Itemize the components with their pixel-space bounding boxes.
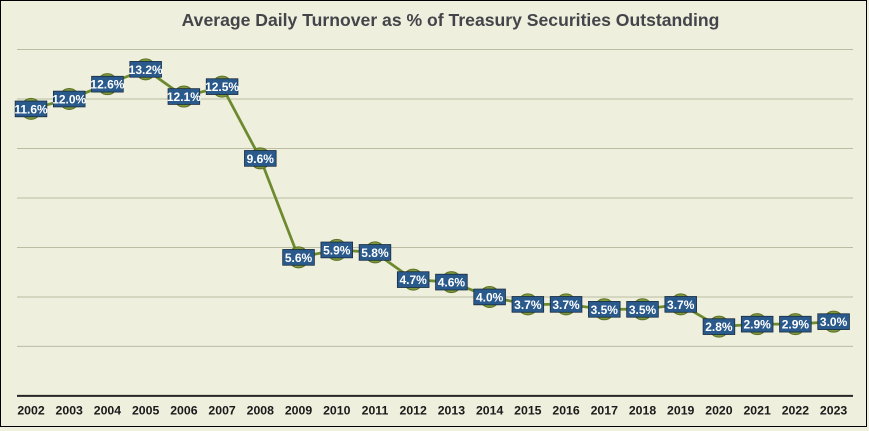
svg-text:2016: 2016 bbox=[552, 403, 580, 417]
svg-text:2011: 2011 bbox=[362, 403, 389, 417]
svg-text:2010: 2010 bbox=[323, 403, 351, 417]
svg-text:2.8%: 2.8% bbox=[705, 320, 733, 334]
svg-text:2017: 2017 bbox=[591, 403, 619, 417]
svg-text:2013: 2013 bbox=[438, 403, 466, 417]
svg-text:2.9%: 2.9% bbox=[743, 318, 771, 332]
svg-text:12.0%: 12.0% bbox=[52, 93, 86, 107]
svg-text:2003: 2003 bbox=[56, 403, 84, 417]
svg-text:3.5%: 3.5% bbox=[629, 303, 657, 317]
svg-text:12.5%: 12.5% bbox=[205, 80, 239, 94]
svg-text:2021: 2021 bbox=[743, 403, 771, 417]
svg-text:2015: 2015 bbox=[514, 403, 542, 417]
svg-text:2007: 2007 bbox=[208, 403, 236, 417]
svg-text:2008: 2008 bbox=[247, 403, 275, 417]
svg-text:3.7%: 3.7% bbox=[552, 298, 580, 312]
svg-text:13.2%: 13.2% bbox=[129, 63, 163, 77]
svg-text:2.9%: 2.9% bbox=[782, 318, 810, 332]
svg-text:5.6%: 5.6% bbox=[285, 251, 313, 265]
svg-text:3.5%: 3.5% bbox=[591, 303, 619, 317]
svg-text:2005: 2005 bbox=[132, 403, 160, 417]
svg-text:2019: 2019 bbox=[667, 403, 695, 417]
svg-text:5.9%: 5.9% bbox=[323, 243, 351, 257]
svg-text:11.6%: 11.6% bbox=[14, 102, 48, 116]
svg-text:5.8%: 5.8% bbox=[361, 246, 389, 260]
svg-text:3.0%: 3.0% bbox=[820, 315, 848, 329]
svg-text:2014: 2014 bbox=[476, 403, 504, 417]
svg-text:2012: 2012 bbox=[400, 403, 428, 417]
svg-text:4.0%: 4.0% bbox=[476, 290, 504, 304]
svg-text:4.7%: 4.7% bbox=[400, 273, 428, 287]
svg-text:2018: 2018 bbox=[629, 403, 657, 417]
svg-text:12.1%: 12.1% bbox=[167, 90, 201, 104]
svg-text:12.6%: 12.6% bbox=[90, 78, 124, 92]
svg-text:3.7%: 3.7% bbox=[667, 298, 695, 312]
svg-text:2009: 2009 bbox=[285, 403, 313, 417]
svg-text:3.7%: 3.7% bbox=[514, 298, 542, 312]
svg-text:2020: 2020 bbox=[705, 403, 733, 417]
svg-text:2006: 2006 bbox=[170, 403, 198, 417]
svg-text:9.6%: 9.6% bbox=[247, 152, 275, 166]
svg-text:2002: 2002 bbox=[17, 403, 45, 417]
svg-text:2023: 2023 bbox=[820, 403, 848, 417]
svg-text:4.6%: 4.6% bbox=[438, 276, 466, 290]
svg-text:2004: 2004 bbox=[94, 403, 122, 417]
svg-text:2022: 2022 bbox=[782, 403, 810, 417]
